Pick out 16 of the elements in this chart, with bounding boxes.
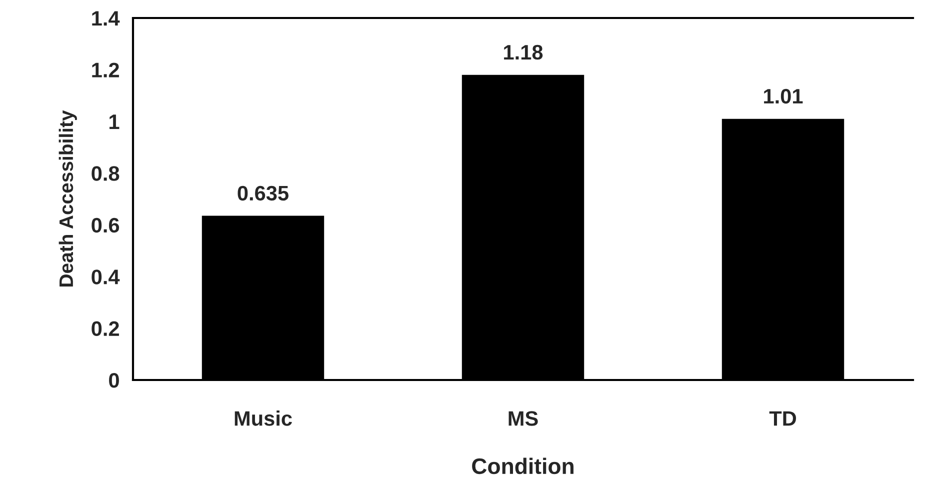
y-tick-label: 1 [110,114,120,129]
y-tick-label: 1.4 [92,11,120,26]
y-tick-label: 0.8 [92,166,120,181]
y-tick-label: 0.2 [92,321,119,336]
x-tick-label: TD [769,411,796,426]
x-tick-label: Music [234,410,292,426]
x-tick-label: MS [508,411,538,426]
y-axis-title: Death Accessibility [58,110,77,286]
data-label: 1.18 [504,44,543,60]
data-label: 0.635 [238,186,288,201]
y-tick-label: 0.4 [92,270,120,284]
y-tick-label: 0.6 [92,218,120,233]
y-tick-label: 1.2 [92,62,119,78]
data-label: 1.01 [764,88,803,104]
x-axis-title: Condition [472,458,574,474]
y-tick-label: 0 [109,373,119,388]
